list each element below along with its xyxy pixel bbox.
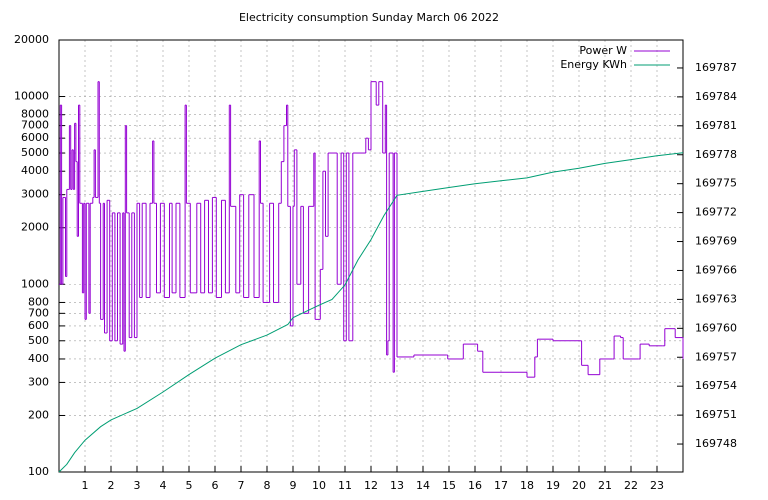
x-tick-label: 22 xyxy=(624,479,638,492)
x-tick-label: 13 xyxy=(390,479,404,492)
y-tick-label: 10000 xyxy=(14,90,49,103)
x-tick-label: 11 xyxy=(338,479,352,492)
y2-tick-label: 169769 xyxy=(695,235,737,248)
x-tick-label: 18 xyxy=(520,479,534,492)
y-tick-label: 1000 xyxy=(21,277,49,290)
y2-tick-label: 169757 xyxy=(695,350,737,363)
y-tick-label: 400 xyxy=(28,352,49,365)
y-tick-label: 500 xyxy=(28,334,49,347)
x-tick-label: 23 xyxy=(650,479,664,492)
y-tick-label: 600 xyxy=(28,319,49,332)
x-tick-label: 12 xyxy=(364,479,378,492)
y2-tick-label: 169775 xyxy=(695,177,737,190)
x-tick-label: 16 xyxy=(468,479,482,492)
x-tick-label: 5 xyxy=(186,479,193,492)
plot-frame xyxy=(58,39,684,473)
y2-tick-label: 169763 xyxy=(695,292,737,305)
y2-tick-label: 169772 xyxy=(695,206,737,219)
y-tick-label: 200 xyxy=(28,408,49,421)
x-tick-label: 8 xyxy=(264,479,271,492)
y2-tick-label: 169760 xyxy=(695,321,737,334)
energy-line xyxy=(58,152,684,473)
x-tick-label: 2 xyxy=(108,479,115,492)
x-tick-label: 19 xyxy=(546,479,560,492)
x-tick-label: 3 xyxy=(134,479,141,492)
y-tick-label: 5000 xyxy=(21,146,49,159)
legend-label: Energy KWh xyxy=(560,58,627,71)
x-tick-label: 4 xyxy=(160,479,167,492)
y-tick-label: 3000 xyxy=(21,188,49,201)
y2-tick-label: 169748 xyxy=(695,437,737,450)
y-tick-label: 4000 xyxy=(21,164,49,177)
x-tick-label: 21 xyxy=(598,479,612,492)
legend-label: Power W xyxy=(579,44,627,57)
x-tick-label: 20 xyxy=(572,479,586,492)
y2-tick-label: 169781 xyxy=(695,119,737,132)
y-tick-label: 100 xyxy=(28,465,49,478)
y-tick-label: 700 xyxy=(28,306,49,319)
y-tick-label: 8000 xyxy=(21,108,49,121)
y2-tick-label: 169787 xyxy=(695,61,737,74)
chart-title: Electricity consumption Sunday March 06 … xyxy=(239,11,499,24)
x-tick-label: 14 xyxy=(416,479,430,492)
y-tick-label: 7000 xyxy=(21,119,49,132)
y-tick-label: 20000 xyxy=(14,33,49,46)
y2-tick-label: 169754 xyxy=(695,379,737,392)
x-tick-label: 7 xyxy=(238,479,245,492)
y2-tick-label: 169766 xyxy=(695,263,737,276)
y2-tick-label: 169751 xyxy=(695,408,737,421)
x-tick-label: 1 xyxy=(82,479,89,492)
x-tick-label: 15 xyxy=(442,479,456,492)
y-tick-label: 800 xyxy=(28,295,49,308)
x-tick-label: 17 xyxy=(494,479,508,492)
x-tick-label: 9 xyxy=(290,479,297,492)
y-tick-label: 2000 xyxy=(21,221,49,234)
x-tick-label: 6 xyxy=(212,479,219,492)
y2-tick-label: 169778 xyxy=(695,148,737,161)
y-tick-label: 300 xyxy=(28,375,49,388)
x-tick-label: 10 xyxy=(312,479,326,492)
y-tick-label: 6000 xyxy=(21,131,49,144)
y2-tick-label: 169784 xyxy=(695,90,737,103)
